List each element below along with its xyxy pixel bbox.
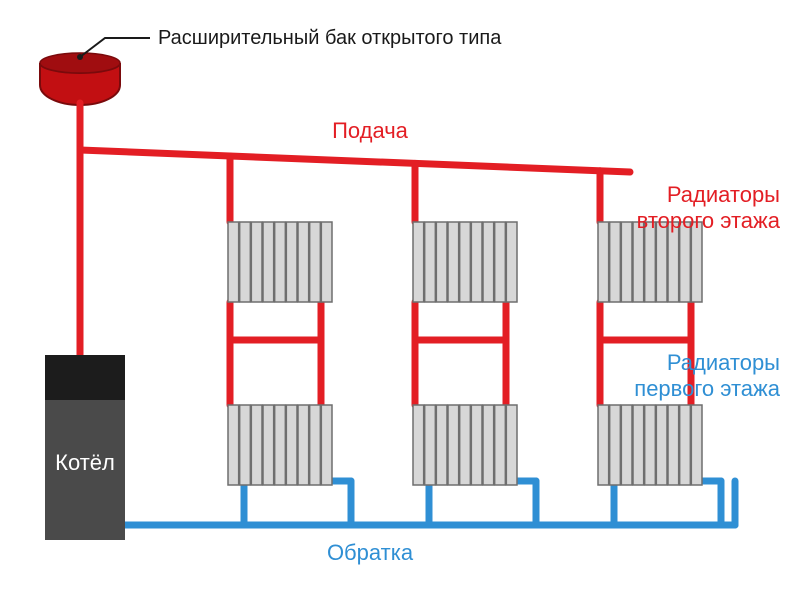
heating-schematic: Расширительный бак открытого типа Подача О… <box>0 0 790 593</box>
label-radiators-bottom-1: Радиаторы <box>667 350 780 375</box>
radiator <box>598 222 702 302</box>
label-return: Обратка <box>327 540 414 565</box>
radiator <box>413 222 517 302</box>
boiler <box>45 355 125 540</box>
return-pipes <box>125 481 735 525</box>
label-supply: Подача <box>332 118 409 143</box>
radiator <box>598 405 702 485</box>
label-radiators-bottom-2: первого этажа <box>634 376 780 401</box>
label-radiators-top-2: второго этажа <box>637 208 781 233</box>
radiator <box>413 405 517 485</box>
label-radiators-top-1: Радиаторы <box>667 182 780 207</box>
label-boiler: Котёл <box>55 450 115 475</box>
label-tank: Расширительный бак открытого типа <box>158 27 502 49</box>
radiator <box>228 222 332 302</box>
radiator <box>228 405 332 485</box>
